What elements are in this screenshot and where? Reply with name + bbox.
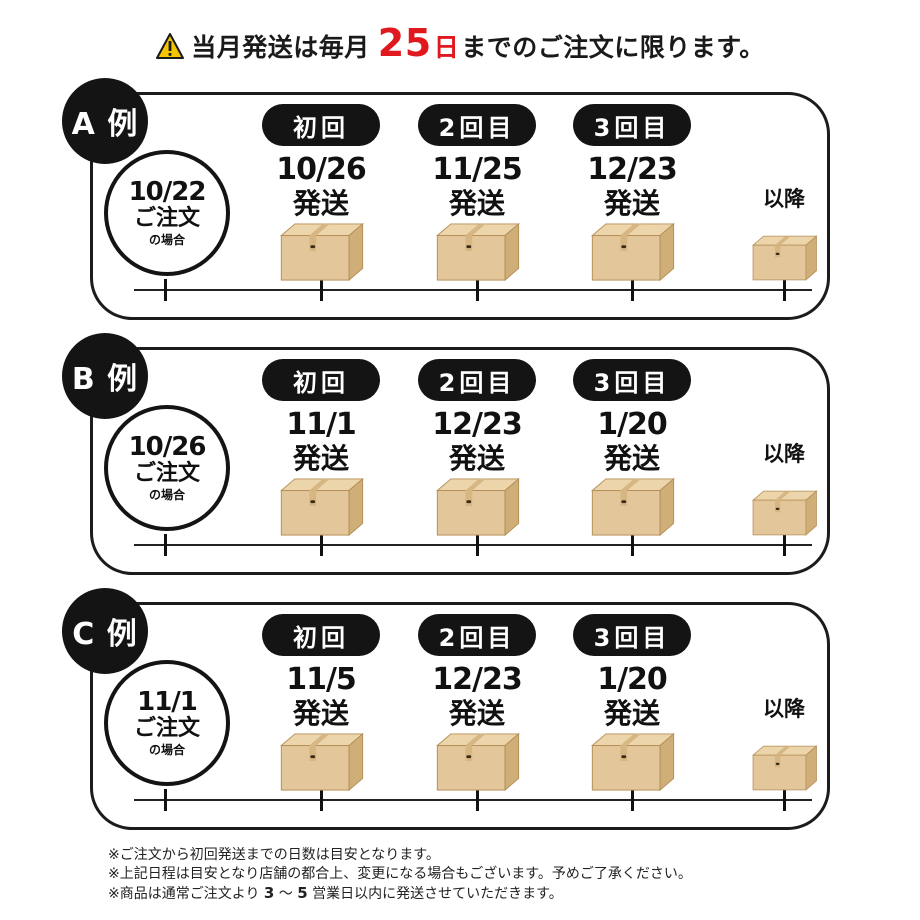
note-business-days-to: 5: [297, 884, 308, 902]
deadline-day-unit: 日: [433, 33, 460, 62]
order-label: ご注文: [133, 461, 200, 486]
shipment-label: 発送: [448, 697, 505, 730]
shipment-label: 発送: [448, 442, 505, 475]
shipment-label: 発送: [603, 187, 660, 220]
shipping-box-icon: [280, 222, 364, 282]
headline-prefix: 当月発送は毎月: [191, 33, 370, 62]
shipment-tick: [783, 279, 786, 301]
order-date: 10/26: [128, 432, 207, 462]
order-date-circle: 10/26 ご注文の場合: [104, 405, 230, 531]
shipment-round-pill: 初回: [262, 104, 380, 146]
example-label-badge: B 例: [62, 333, 148, 419]
shipment-tick: [476, 789, 479, 811]
order-case-label: の場合: [148, 743, 185, 757]
shipping-box-icon: [591, 477, 675, 537]
small-shipping-box-icon: [752, 490, 818, 536]
shipment-round-pill: 2回目: [418, 359, 536, 401]
order-label: ご注文: [133, 206, 200, 231]
note-line-3-suffix: 営業日以内に発送させていただきます。: [312, 886, 563, 902]
warning-icon: [156, 33, 185, 59]
note-line-1: ※ご注文から初回発送までの日数は目安となります。: [108, 847, 440, 863]
shipment-tick: [476, 279, 479, 301]
shipment-date: 1/20: [597, 662, 668, 697]
small-shipping-box-icon: [752, 745, 818, 791]
shipment-tick: [631, 534, 634, 556]
shipment-round-pill: 2回目: [418, 104, 536, 146]
shipping-box-icon: [591, 732, 675, 792]
order-label: ご注文: [133, 716, 200, 741]
order-tick: [164, 534, 167, 556]
note-tilde: ～: [278, 886, 293, 902]
shipment-tick: [476, 534, 479, 556]
shipping-box-icon: [436, 477, 520, 537]
order-tick: [164, 279, 167, 301]
shipment-date: 11/25: [432, 152, 522, 187]
shipment-tick: [631, 789, 634, 811]
shipment-date: 10/26: [276, 152, 366, 187]
subsequent-shipments-label: 以降: [763, 187, 805, 211]
shipping-box-icon: [436, 732, 520, 792]
example-label-badge: A 例: [62, 78, 148, 164]
shipment-date: 11/5: [286, 662, 357, 697]
order-tick: [164, 789, 167, 811]
note-business-days-from: 3: [263, 884, 275, 902]
shipment-tick: [783, 789, 786, 811]
shipment-round-pill: 3回目: [573, 359, 691, 401]
shipment-tick: [320, 789, 323, 811]
shipment-round-pill: 初回: [262, 359, 380, 401]
shipment-date: 12/23: [587, 152, 677, 187]
shipping-box-icon: [280, 732, 364, 792]
note-line-2: ※上記日程は目安となり店舗の都合上、変更になる場合もございます。予めご了承くださ…: [108, 866, 692, 882]
example-label-badge: C 例: [62, 588, 148, 674]
small-shipping-box-icon: [752, 235, 818, 281]
note-line-3: ※商品は通常ご注文より 3 ～ 5 営業日以内に発送させていただきます。: [108, 884, 868, 904]
shipping-box-icon: [436, 222, 520, 282]
shipment-date: 12/23: [432, 662, 522, 697]
shipment-tick: [783, 534, 786, 556]
shipment-date: 12/23: [432, 407, 522, 442]
shipment-round-pill: 3回目: [573, 614, 691, 656]
shipment-label: 発送: [448, 187, 505, 220]
timeline-axis: [134, 289, 812, 291]
order-date: 10/22: [128, 177, 207, 207]
shipment-label: 発送: [603, 697, 660, 730]
shipment-round-pill: 3回目: [573, 104, 691, 146]
subsequent-shipments-label: 以降: [763, 442, 805, 466]
shipment-date: 11/1: [286, 407, 357, 442]
order-case-label: の場合: [148, 488, 185, 502]
shipment-round-pill: 2回目: [418, 614, 536, 656]
subsequent-shipments-label: 以降: [763, 697, 805, 721]
timeline-axis: [134, 544, 812, 546]
shipment-label: 発送: [292, 187, 349, 220]
shipment-tick: [320, 279, 323, 301]
timeline-axis: [134, 799, 812, 801]
order-case-label: の場合: [148, 233, 185, 247]
shipment-round-pill: 初回: [262, 614, 380, 656]
order-date-circle: 10/22 ご注文の場合: [104, 150, 230, 276]
shipment-tick: [631, 279, 634, 301]
note-line-3-prefix: ※商品は通常ご注文より: [108, 886, 260, 902]
monthly-deadline-headline: 当月発送は毎月 25 日 までのご注文に限ります。: [0, 21, 920, 68]
shipment-label: 発送: [292, 697, 349, 730]
shipment-date: 1/20: [597, 407, 668, 442]
shipment-label: 発送: [603, 442, 660, 475]
shipment-label: 発送: [292, 442, 349, 475]
headline-suffix: までのご注文に限ります。: [461, 33, 765, 62]
shipping-box-icon: [280, 477, 364, 537]
shipping-box-icon: [591, 222, 675, 282]
deadline-day: 25: [377, 21, 432, 65]
order-date: 11/1: [137, 687, 198, 717]
order-date-circle: 11/1 ご注文の場合: [104, 660, 230, 786]
shipment-tick: [320, 534, 323, 556]
notes-section: ※ご注文から初回発送までの日数は目安となります。 ※上記日程は目安となり店舗の都…: [108, 846, 868, 904]
